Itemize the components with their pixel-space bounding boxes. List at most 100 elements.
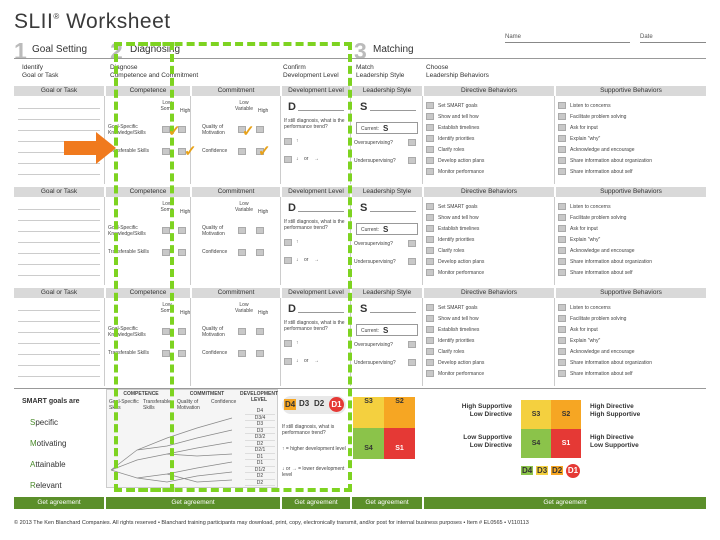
commitment-low-checkbox[interactable] — [238, 227, 246, 234]
directive-checkbox[interactable] — [426, 135, 434, 142]
goal-line[interactable] — [18, 275, 100, 276]
trend-down-checkbox[interactable] — [284, 156, 292, 163]
competence-high-checkbox[interactable] — [178, 227, 186, 234]
supportive-checkbox[interactable] — [558, 304, 566, 311]
directive-checkbox[interactable] — [426, 348, 434, 355]
goal-line[interactable] — [18, 220, 100, 221]
directive-checkbox[interactable] — [426, 236, 434, 243]
oversupervising-checkbox[interactable] — [408, 139, 416, 146]
undersupervising-checkbox[interactable] — [408, 258, 416, 265]
directive-checkbox[interactable] — [426, 157, 434, 164]
current-style-box[interactable]: Current: S — [356, 223, 418, 235]
supportive-checkbox[interactable] — [558, 348, 566, 355]
trend-up-checkbox[interactable] — [284, 340, 292, 347]
directive-checkbox[interactable] — [426, 247, 434, 254]
current-style-box[interactable]: Current: S — [356, 324, 418, 336]
supportive-checkbox[interactable] — [558, 102, 566, 109]
competence-low-checkbox[interactable] — [162, 227, 170, 234]
commitment-high-checkbox[interactable] — [256, 227, 264, 234]
goal-line[interactable] — [18, 376, 100, 377]
directive-checkbox[interactable] — [426, 203, 434, 210]
directive-checkbox[interactable] — [426, 258, 434, 265]
style-field[interactable] — [370, 312, 416, 313]
goal-line[interactable] — [18, 209, 100, 210]
goal-line[interactable] — [18, 152, 100, 153]
trend-down-checkbox[interactable] — [284, 358, 292, 365]
goal-line[interactable] — [18, 354, 100, 355]
undersupervising-checkbox[interactable] — [408, 157, 416, 164]
development-level-field[interactable] — [298, 211, 344, 212]
competence-high-checkbox[interactable] — [178, 126, 186, 133]
transferable-high-checkbox[interactable] — [178, 350, 186, 357]
directive-checkbox[interactable] — [426, 304, 434, 311]
goal-line[interactable] — [18, 163, 100, 164]
transferable-low-checkbox[interactable] — [162, 148, 170, 155]
name-field[interactable] — [505, 42, 630, 43]
supportive-checkbox[interactable] — [558, 168, 566, 175]
directive-checkbox[interactable] — [426, 315, 434, 322]
goal-line[interactable] — [18, 253, 100, 254]
trend-up-checkbox[interactable] — [284, 138, 292, 145]
directive-checkbox[interactable] — [426, 225, 434, 232]
directive-checkbox[interactable] — [426, 214, 434, 221]
directive-checkbox[interactable] — [426, 113, 434, 120]
supportive-checkbox[interactable] — [558, 370, 566, 377]
undersupervising-checkbox[interactable] — [408, 359, 416, 366]
transferable-low-checkbox[interactable] — [162, 249, 170, 256]
current-style-box[interactable]: Current: S — [356, 122, 418, 134]
supportive-checkbox[interactable] — [558, 258, 566, 265]
supportive-checkbox[interactable] — [558, 359, 566, 366]
competence-high-checkbox[interactable] — [178, 328, 186, 335]
directive-checkbox[interactable] — [426, 102, 434, 109]
development-level-field[interactable] — [298, 312, 344, 313]
confidence-high-checkbox[interactable] — [256, 249, 264, 256]
transferable-high-checkbox[interactable] — [178, 249, 186, 256]
goal-line[interactable] — [18, 332, 100, 333]
supportive-checkbox[interactable] — [558, 315, 566, 322]
supportive-checkbox[interactable] — [558, 269, 566, 276]
directive-checkbox[interactable] — [426, 326, 434, 333]
directive-checkbox[interactable] — [426, 168, 434, 175]
directive-checkbox[interactable] — [426, 269, 434, 276]
supportive-checkbox[interactable] — [558, 124, 566, 131]
supportive-checkbox[interactable] — [558, 203, 566, 210]
commitment-low-checkbox[interactable] — [238, 328, 246, 335]
goal-line[interactable] — [18, 365, 100, 366]
competence-low-checkbox[interactable] — [162, 328, 170, 335]
supportive-checkbox[interactable] — [558, 146, 566, 153]
supportive-checkbox[interactable] — [558, 337, 566, 344]
transferable-low-checkbox[interactable] — [162, 350, 170, 357]
supportive-checkbox[interactable] — [558, 113, 566, 120]
commitment-low-checkbox[interactable] — [238, 126, 246, 133]
confidence-high-checkbox[interactable] — [256, 148, 264, 155]
goal-line[interactable] — [18, 343, 100, 344]
goal-line[interactable] — [18, 108, 100, 109]
goal-line[interactable] — [18, 310, 100, 311]
style-field[interactable] — [370, 110, 416, 111]
transferable-high-checkbox[interactable] — [178, 148, 186, 155]
confidence-low-checkbox[interactable] — [238, 350, 246, 357]
supportive-checkbox[interactable] — [558, 225, 566, 232]
directive-checkbox[interactable] — [426, 370, 434, 377]
confidence-high-checkbox[interactable] — [256, 350, 264, 357]
goal-line[interactable] — [18, 174, 100, 175]
confidence-low-checkbox[interactable] — [238, 249, 246, 256]
goal-line[interactable] — [18, 231, 100, 232]
oversupervising-checkbox[interactable] — [408, 240, 416, 247]
directive-checkbox[interactable] — [426, 124, 434, 131]
goal-line[interactable] — [18, 242, 100, 243]
goal-line[interactable] — [18, 264, 100, 265]
directive-checkbox[interactable] — [426, 337, 434, 344]
supportive-checkbox[interactable] — [558, 247, 566, 254]
supportive-checkbox[interactable] — [558, 214, 566, 221]
goal-line[interactable] — [18, 119, 100, 120]
goal-line[interactable] — [18, 321, 100, 322]
date-field[interactable] — [640, 42, 706, 43]
goal-line[interactable] — [18, 141, 100, 142]
directive-checkbox[interactable] — [426, 359, 434, 366]
development-level-field[interactable] — [298, 110, 344, 111]
supportive-checkbox[interactable] — [558, 326, 566, 333]
oversupervising-checkbox[interactable] — [408, 341, 416, 348]
competence-low-checkbox[interactable] — [162, 126, 170, 133]
style-field[interactable] — [370, 211, 416, 212]
